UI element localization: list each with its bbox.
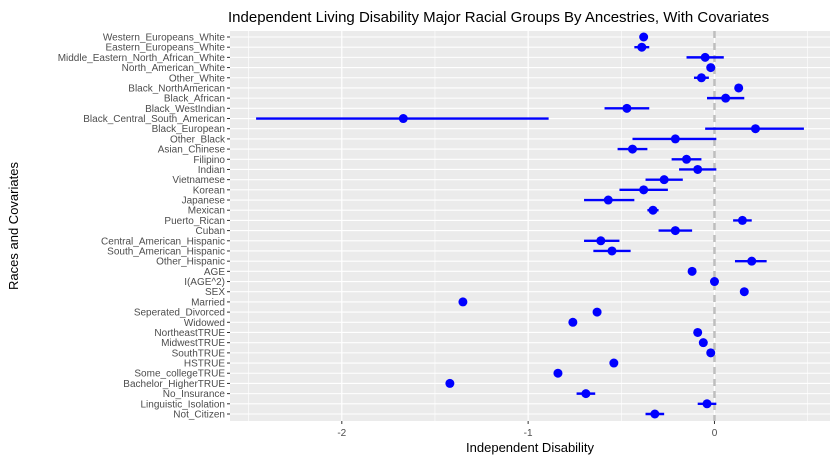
y-tick-label: AGE — [204, 267, 225, 278]
y-tick-label: NortheastTRUE — [154, 328, 225, 339]
data-point — [698, 338, 708, 348]
data-point — [553, 368, 563, 378]
x-tick-label: -1 — [524, 428, 533, 439]
y-tick-label: Asian_Chinese — [158, 145, 226, 156]
data-point — [706, 348, 716, 358]
y-tick-label: Bachelor_HigherTRUE — [123, 379, 225, 390]
y-tick-label: Other_Black — [170, 134, 226, 145]
y-tick-label: SouthTRUE — [172, 348, 226, 359]
y-tick-label: Other_White — [169, 73, 226, 84]
y-tick-label: Seperated_Divorced — [134, 308, 225, 319]
y-tick-label: Black_Central_South_American — [83, 114, 225, 125]
plot-panel — [230, 31, 830, 421]
data-point — [648, 205, 658, 215]
y-tick-label: Widowed — [184, 318, 225, 329]
data-point — [696, 73, 706, 83]
x-tick-label: 0 — [712, 428, 718, 439]
data-point — [639, 185, 649, 195]
data-point — [581, 389, 591, 399]
y-tick-label: MidwestTRUE — [161, 338, 225, 349]
y-tick-label: SEX — [205, 287, 225, 298]
y-tick-label: Other_Hispanic — [156, 257, 225, 268]
y-axis-title: Races and Covariates — [6, 162, 21, 290]
data-point — [682, 154, 692, 164]
y-tick-label: Korean — [193, 185, 225, 196]
data-point — [659, 175, 669, 185]
y-tick-label: I(AGE^2) — [184, 277, 225, 288]
y-tick-label: HSTRUE — [184, 359, 225, 370]
y-tick-label: Mexican — [188, 206, 225, 217]
y-tick-label: North_American_White — [122, 63, 226, 74]
y-tick-label: Some_collegeTRUE — [134, 369, 225, 380]
data-point — [592, 307, 602, 317]
y-tick-label: South_American_Hispanic — [107, 246, 225, 257]
data-point — [747, 256, 757, 266]
data-point — [568, 317, 578, 327]
data-point — [670, 134, 680, 144]
data-point — [603, 195, 613, 205]
data-point — [639, 32, 649, 42]
y-tick-label: Not_Citizen — [173, 410, 225, 421]
y-tick-label: Black_WestIndian — [145, 104, 225, 115]
data-point — [750, 124, 760, 134]
y-tick-label: Japanese — [182, 196, 226, 207]
data-point — [637, 42, 647, 52]
data-point — [702, 399, 712, 409]
data-point — [670, 226, 680, 236]
data-point — [398, 114, 408, 124]
y-tick-label: Vietnamese — [172, 175, 225, 186]
y-tick-label: Black_European — [152, 124, 225, 135]
data-point — [458, 297, 468, 307]
data-point — [445, 378, 455, 388]
data-point — [596, 236, 606, 246]
chart-title: Independent Living Disability Major Raci… — [228, 9, 769, 26]
y-tick-label: Indian — [198, 165, 225, 176]
data-point — [627, 144, 637, 154]
data-point — [622, 103, 632, 113]
data-point — [693, 164, 703, 174]
y-tick-label: Puerto_Rican — [164, 216, 225, 227]
x-axis-title: Independent Disability — [466, 440, 594, 455]
data-point — [721, 93, 731, 103]
y-tick-label: No_Insurance — [163, 389, 226, 400]
y-tick-label: Cuban — [196, 226, 225, 237]
y-tick-label: Married — [191, 297, 225, 308]
data-marks — [256, 32, 804, 419]
y-tick-label: Black_NorthAmerican — [128, 83, 225, 94]
grid-lines — [230, 31, 830, 421]
data-point — [739, 287, 749, 297]
y-tick-label: Middle_Eastern_North_African_White — [58, 53, 226, 64]
y-tick-label: Eastern_Europeans_White — [105, 43, 225, 54]
data-point — [709, 277, 719, 287]
data-point — [693, 327, 703, 337]
y-tick-label: Linguistic_Isolation — [141, 399, 226, 410]
x-tick-labels: -2 -1 0 — [337, 421, 718, 439]
y-tick-label: Western_Europeans_White — [103, 33, 226, 44]
data-point — [734, 83, 744, 93]
data-point — [650, 409, 660, 419]
y-tick-labels: Western_Europeans_WhiteEastern_Europeans… — [58, 33, 230, 421]
data-point — [609, 358, 619, 368]
data-point — [706, 63, 716, 73]
x-tick-label: -2 — [337, 428, 346, 439]
y-tick-label: Filipino — [193, 155, 225, 166]
y-tick-label: Black_African — [164, 94, 225, 105]
data-point — [607, 246, 617, 256]
y-tick-label: Central_American_Hispanic — [101, 236, 225, 247]
data-point — [700, 52, 710, 62]
data-point — [737, 215, 747, 225]
data-point — [687, 266, 697, 276]
